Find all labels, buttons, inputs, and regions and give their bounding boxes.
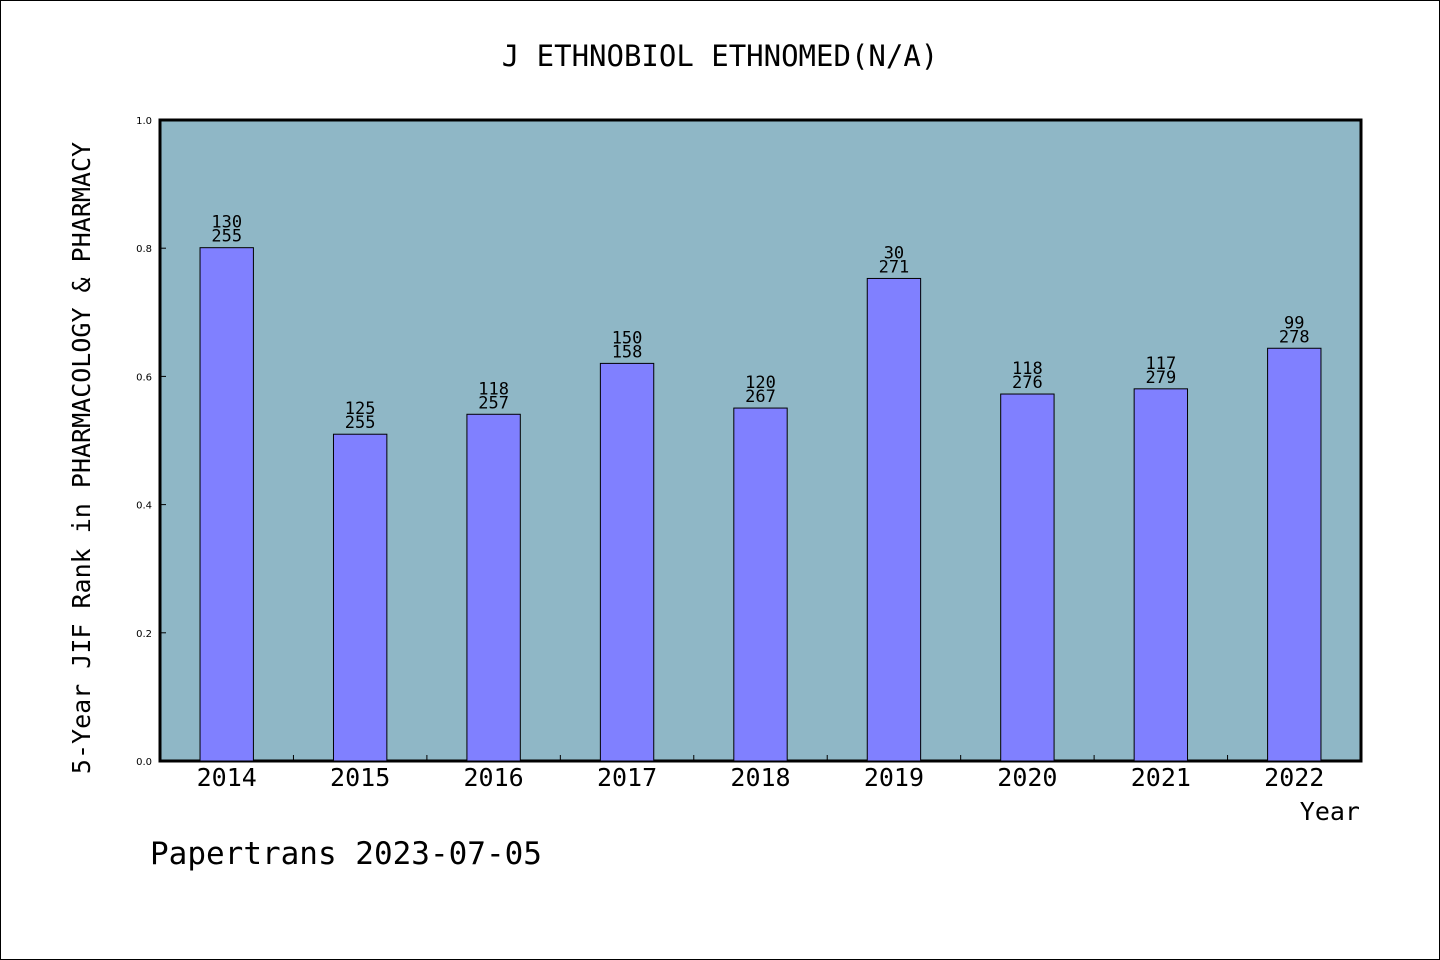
bar-label-rank-2015: 125 bbox=[345, 399, 376, 419]
bar-2022 bbox=[1267, 347, 1322, 762]
x-tick-label-2017: 2017 bbox=[597, 763, 657, 792]
x-tick-label-2014: 2014 bbox=[197, 763, 257, 792]
x-tick-label-2020: 2020 bbox=[997, 763, 1057, 792]
y-axis: 0.0 0.2 0.4 0.6 0.8 1.0 bbox=[136, 116, 166, 768]
bar-2021 bbox=[1133, 388, 1189, 762]
bar-2019 bbox=[866, 277, 922, 762]
bar-label-rank-2021: 117 bbox=[1145, 354, 1176, 374]
bar-label-total-2014: 255 bbox=[211, 227, 242, 247]
bar-label-rank-2019: 30 bbox=[884, 243, 904, 263]
x-tick-label-2022: 2022 bbox=[1264, 763, 1324, 792]
bar-label-total-2017: 158 bbox=[612, 342, 643, 362]
footer-watermark: Papertrans 2023-07-05 bbox=[150, 836, 542, 872]
bar-2016 bbox=[466, 413, 521, 762]
bar-label-rank-2014: 130 bbox=[211, 213, 242, 233]
bar-label-total-2015: 255 bbox=[345, 413, 376, 433]
bar-2014 bbox=[199, 247, 254, 762]
x-tick-label-2018: 2018 bbox=[730, 763, 790, 792]
y-tick-label-4: 0.8 bbox=[136, 244, 152, 255]
bar-label-total-2016: 257 bbox=[478, 393, 509, 413]
bar-2020 bbox=[1000, 393, 1055, 762]
y-axis-label: 5-Year JIF Rank in PHARMACOLOGY & PHARMA… bbox=[67, 142, 96, 774]
x-tick-label-2019: 2019 bbox=[864, 763, 924, 792]
x-tick-label-2016: 2016 bbox=[464, 763, 524, 792]
bar-2018 bbox=[733, 407, 788, 762]
x-tick-label-2021: 2021 bbox=[1131, 763, 1191, 792]
bar-2015 bbox=[332, 433, 388, 762]
bars-group: 1302551252551182571501581202673027111827… bbox=[199, 213, 1322, 762]
y-tick-label-3: 0.6 bbox=[136, 372, 152, 383]
y-tick-label-2: 0.4 bbox=[136, 501, 152, 512]
y-tick-label-1: 0.2 bbox=[136, 629, 152, 640]
x-tick-label-2015: 2015 bbox=[330, 763, 390, 792]
bar-2017 bbox=[599, 362, 655, 762]
x-axis: 2014 2015 2016 2017 2018 2019 2020 2021 2022 bbox=[197, 755, 1324, 792]
bar-label-rank-2022: 99 bbox=[1284, 313, 1304, 333]
bar-label-rank-2018: 120 bbox=[745, 373, 776, 393]
x-axis-label: Year bbox=[1300, 797, 1360, 826]
bar-label-total-2020: 276 bbox=[1012, 373, 1043, 393]
bar-label-rank-2017: 150 bbox=[612, 328, 643, 348]
bar-label-total-2018: 267 bbox=[745, 387, 776, 407]
bar-label-total-2021: 279 bbox=[1145, 368, 1176, 388]
y-tick-label-5: 1.0 bbox=[136, 116, 152, 127]
y-tick-label-0: 0.0 bbox=[136, 757, 152, 768]
bar-label-total-2022: 278 bbox=[1279, 327, 1310, 347]
bar-label-rank-2016: 118 bbox=[478, 379, 509, 399]
chart-title: J ETHNOBIOL ETHNOMED(N/A) bbox=[502, 39, 939, 73]
bar-label-total-2019: 271 bbox=[879, 257, 910, 277]
bar-label-rank-2020: 118 bbox=[1012, 359, 1043, 379]
